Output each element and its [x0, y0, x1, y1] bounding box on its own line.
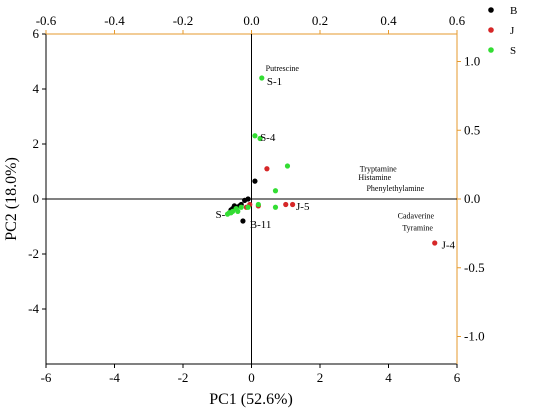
data-point-b — [242, 197, 248, 203]
y-tick-label: 0 — [33, 191, 40, 206]
data-point-s — [235, 208, 241, 214]
data-point-b — [240, 218, 246, 224]
top-tick-label: -0.4 — [104, 13, 125, 28]
point-label: B-11 — [250, 219, 272, 231]
x-tick-label: 4 — [385, 370, 392, 385]
loading-label: Tryptamine — [360, 165, 397, 174]
right-tick-label: 1.0 — [464, 54, 480, 69]
point-label: S- — [216, 209, 226, 221]
x-tick-label: 2 — [317, 370, 324, 385]
loading-label: Histamine — [358, 173, 391, 182]
top-tick-label: 0.2 — [312, 13, 328, 28]
top-tick-label: -0.6 — [36, 13, 57, 28]
x-tick-label: -4 — [109, 370, 120, 385]
y-tick-label: 4 — [33, 81, 40, 96]
top-tick-label: -0.2 — [173, 13, 194, 28]
legend-label: J — [510, 25, 515, 37]
top-tick-label: 0.0 — [243, 13, 259, 28]
top-tick-label: 0.4 — [380, 13, 397, 28]
y-tick-label: 6 — [33, 26, 40, 41]
data-point-s — [257, 135, 263, 142]
legend-label: S — [510, 45, 516, 57]
data-point-s — [255, 201, 261, 208]
loading-label: Putrescine — [266, 64, 300, 73]
top-tick-label: 0.6 — [449, 13, 466, 28]
x-axis-title: PC1 (52.6%) — [209, 391, 293, 408]
y-axis-title: PC2 (18.0%) — [3, 157, 20, 241]
right-axis-ticks: -1.0 -0.5 0.0 0.5 1.0 — [457, 54, 485, 344]
right-tick-label: -1.0 — [464, 329, 485, 344]
right-tick-label: 0.5 — [464, 122, 480, 137]
point-label: J-4 — [442, 239, 456, 251]
legend-marker-b — [488, 7, 494, 13]
data-point-s — [259, 75, 265, 81]
right-tick-label: -0.5 — [464, 260, 485, 275]
data-point-s — [224, 211, 231, 217]
data-point-b — [252, 178, 258, 184]
legend-label: B — [510, 5, 517, 17]
data-point-j — [290, 201, 296, 208]
data-point-s — [284, 163, 291, 169]
x-tick-label: 6 — [454, 370, 461, 385]
data-point-s — [272, 204, 279, 210]
y-tick-label: -2 — [28, 246, 39, 261]
top-axis-ticks: -0.6 -0.4 -0.2 0.0 0.2 0.4 0.6 — [36, 13, 466, 34]
x-tick-label: 0 — [248, 370, 255, 385]
legend: BJS — [488, 5, 517, 57]
point-label: J-5 — [296, 201, 310, 213]
x-tick-label: -2 — [178, 370, 189, 385]
right-tick-label: 0.0 — [464, 191, 480, 206]
data-point-s — [238, 204, 244, 210]
x-axis-ticks: -6 -4 -2 0 2 4 6 — [41, 364, 461, 385]
legend-marker-s — [488, 47, 494, 53]
data-point-s — [272, 188, 279, 194]
legend-marker-j — [488, 27, 494, 33]
data-point-j — [432, 240, 438, 246]
loading-label: Cadaverine — [398, 211, 435, 220]
data-point-s — [245, 204, 251, 210]
loading-label: Tyramine — [402, 224, 433, 233]
y-tick-label: 2 — [33, 136, 40, 151]
point-label: S-1 — [267, 76, 282, 88]
data-point-s — [252, 133, 258, 139]
data-point-j — [264, 166, 270, 172]
point-labels: S-1 S-4 J-5 J-4 S- B-11 — [216, 76, 456, 252]
data-point-j — [283, 201, 289, 208]
loading-label: Phenylethylamine — [366, 184, 424, 193]
data-points — [224, 75, 438, 246]
point-label: S-4 — [260, 132, 276, 144]
y-tick-label: -4 — [28, 301, 39, 316]
x-tick-label: -6 — [41, 370, 52, 385]
y-axis-ticks: -4 -2 0 2 4 6 — [28, 26, 46, 316]
